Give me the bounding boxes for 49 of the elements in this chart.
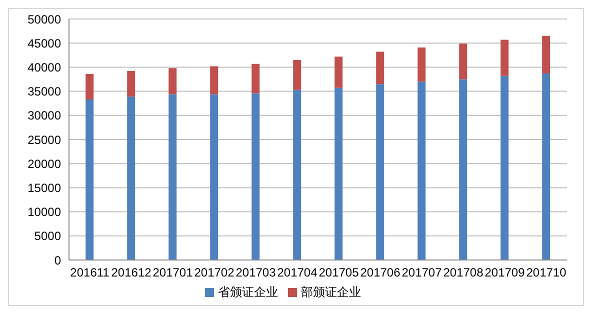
bar [334,88,343,260]
bar [334,56,343,88]
x-tick-label: 201708 [443,266,484,280]
x-tick-label: 201707 [402,266,442,280]
bar [86,99,94,260]
bar [459,44,468,80]
bar [293,60,302,90]
bar [210,94,218,260]
bar [252,64,260,94]
bar [210,66,218,94]
bar [168,68,177,94]
bar [127,71,136,97]
bar [500,40,509,76]
bar [86,74,94,100]
x-tick-label: 201704 [277,266,318,280]
y-tick-label: 45000 [28,36,62,50]
bar [418,82,426,260]
legend-label: 省颁证企业 [218,285,278,299]
y-tick-label: 15000 [28,180,62,195]
bar [168,94,177,260]
y-tick-label: 0 [54,253,62,268]
bar [542,73,550,260]
x-tick-label: 201705 [318,266,360,280]
bar [418,47,426,82]
y-tick-label: 10000 [28,205,62,220]
bar [459,79,468,260]
bar [293,90,302,260]
y-tick-label: 30000 [28,108,62,123]
y-tick-label: 25000 [28,132,62,147]
x-tick-label: 201709 [484,266,526,280]
x-tick-label: 201710 [526,266,567,280]
y-tick-label: 5000 [34,229,62,244]
bar [127,96,136,260]
x-tick-label: 201612 [111,266,152,280]
y-tick-label: 50000 [28,12,62,26]
y-tick-label: 20000 [28,156,62,171]
bar [252,93,260,260]
x-tick-label: 201706 [360,266,401,280]
y-tick-label: 40000 [28,60,62,74]
y-tick-label: 35000 [28,84,62,99]
bar [500,76,509,260]
x-tick-label: 201702 [194,266,235,280]
x-tick-label: 201701 [152,266,194,280]
x-tick-label: 201611 [70,266,110,280]
bar [376,84,384,260]
x-tick-label: 201703 [236,266,276,280]
legend-label: 部颁证企业 [301,285,361,299]
bar [542,36,550,74]
bar [376,52,384,84]
